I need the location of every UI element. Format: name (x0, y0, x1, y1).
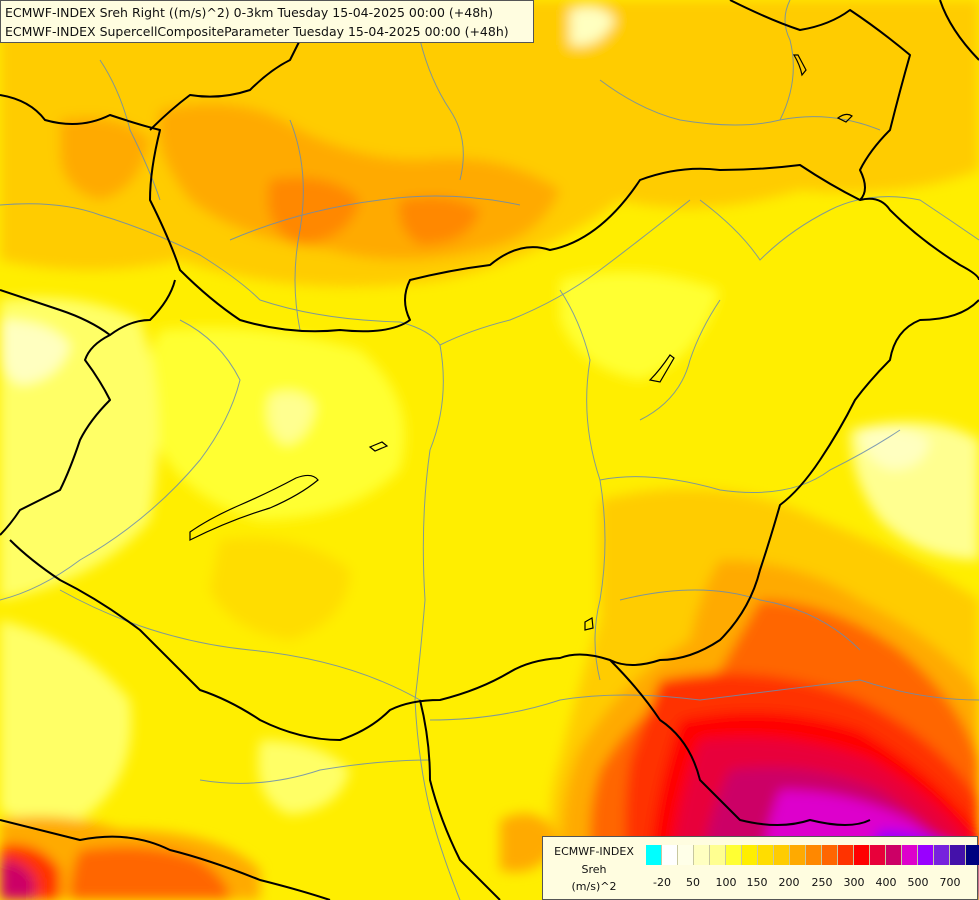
legend-tick-labels: -20 50 100 150 200 250 300 400 500 700 (646, 876, 976, 890)
legend-model-name: ECMWF-INDEX (554, 845, 634, 858)
legend-swatch (774, 845, 790, 865)
legend-swatch (950, 845, 966, 865)
legend-swatch (710, 845, 726, 865)
title-line-2: ECMWF-INDEX SupercellCompositeParameter … (5, 24, 509, 39)
legend-swatch (646, 845, 662, 865)
legend-swatch (806, 845, 822, 865)
legend-tick-label: 150 (746, 876, 768, 889)
legend-swatch (662, 845, 678, 865)
legend-swatch (790, 845, 806, 865)
legend-tick-label: 300 (843, 876, 865, 889)
legend-swatch (934, 845, 950, 865)
legend-unit: (m/s)^2 (571, 880, 617, 893)
lakes (189, 54, 853, 631)
legend-swatch (742, 845, 758, 865)
legend-tick-label: 250 (811, 876, 833, 889)
title-box: ECMWF-INDEX Sreh Right ((m/s)^2) 0-3km T… (0, 0, 534, 43)
legend-tick-label: -20 (653, 876, 671, 889)
legend-tick-label: 700 (939, 876, 961, 889)
legend-swatch (838, 845, 854, 865)
legend-swatch (854, 845, 870, 865)
legend-swatch (918, 845, 934, 865)
title-line-1: ECMWF-INDEX Sreh Right ((m/s)^2) 0-3km T… (5, 5, 493, 20)
legend: ECMWF-INDEX Sreh (m/s)^2 -20 50 100 150 200 2… (542, 836, 979, 900)
legend-tick-label: 500 (907, 876, 929, 889)
legend-tick-label: 50 (686, 876, 700, 889)
legend-swatch (902, 845, 918, 865)
legend-swatch (966, 845, 979, 865)
legend-swatch (678, 845, 694, 865)
legend-swatch (886, 845, 902, 865)
legend-tick-label: 400 (875, 876, 897, 889)
legend-swatch (822, 845, 838, 865)
legend-swatch (758, 845, 774, 865)
legend-swatch (726, 845, 742, 865)
legend-colorbar (646, 845, 979, 865)
legend-swatch (870, 845, 886, 865)
legend-tick-label: 100 (715, 876, 737, 889)
legend-tick-label: 200 (778, 876, 800, 889)
legend-variable: Sreh (581, 863, 607, 876)
legend-swatch (694, 845, 710, 865)
